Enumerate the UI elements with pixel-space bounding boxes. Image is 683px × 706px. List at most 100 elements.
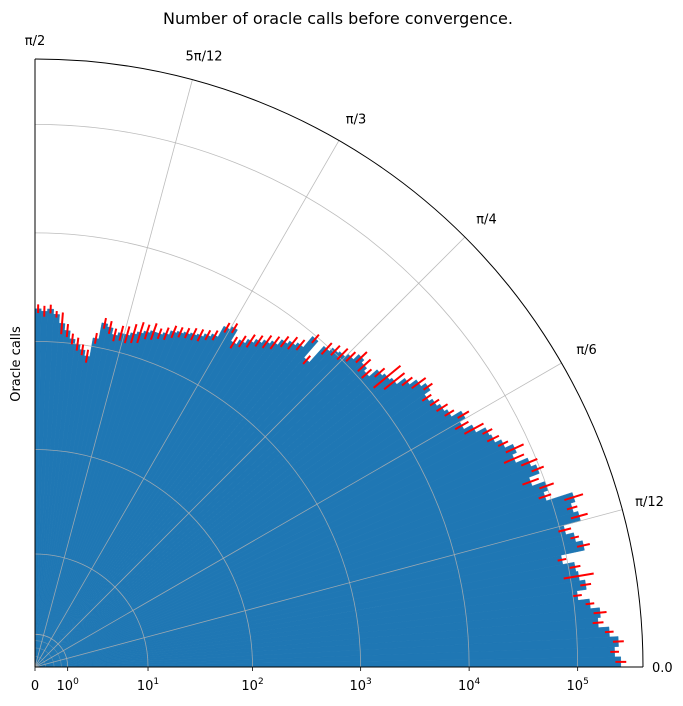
error-bar: [421, 393, 432, 402]
angular-gridline: [34, 79, 193, 668]
error-bar: [287, 336, 299, 350]
error-bar: [269, 336, 281, 350]
error-bar: [357, 358, 372, 372]
radial-tick-label: 103: [350, 677, 372, 694]
bars-group: [34, 308, 622, 668]
error-bar: [569, 564, 581, 569]
angular-gridline: [34, 362, 562, 668]
error-bar: [238, 335, 247, 348]
error-bar: [330, 345, 341, 356]
grid-group: [34, 79, 623, 668]
error-bar: [112, 328, 118, 342]
error-bar: [93, 332, 98, 344]
error-bar: [320, 342, 333, 355]
error-bar: [102, 317, 107, 329]
angular-tick-label: 0.0: [652, 661, 673, 676]
error-bar: [136, 321, 145, 344]
error-bar: [580, 582, 592, 587]
error-bar: [576, 543, 591, 548]
error-bar: [196, 329, 205, 342]
error-bar: [230, 322, 239, 334]
error-bar: [295, 339, 306, 351]
error-bar: [374, 367, 386, 378]
error-bar: [520, 458, 538, 467]
error-bar: [130, 323, 138, 344]
error-bar: [401, 376, 413, 387]
error-bar: [573, 594, 582, 598]
error-bar: [505, 443, 525, 454]
error-bar: [429, 398, 440, 407]
angular-tick-label: π/6: [576, 343, 596, 358]
error-bar: [70, 333, 74, 345]
error-bar: [211, 330, 219, 341]
error-bar: [604, 630, 614, 634]
radial-tick-label: 0: [31, 679, 39, 694]
error-bar: [336, 348, 349, 361]
error-bar: [361, 368, 373, 379]
error-bar: [156, 328, 163, 340]
error-bar: [177, 327, 184, 338]
radial-tick-label: 102: [241, 677, 263, 694]
error-bar: [118, 325, 125, 341]
error-bar: [457, 410, 470, 419]
error-bar: [183, 327, 191, 339]
error-bars-group: [37, 304, 627, 663]
error-bar: [482, 428, 493, 435]
error-bar: [454, 420, 469, 431]
error-bar: [279, 335, 290, 348]
error-bar: [411, 377, 427, 390]
error-bar: [261, 334, 273, 349]
error-bar: [302, 355, 312, 365]
angular-tick-label: π/3: [346, 112, 366, 127]
angular-gridline: [34, 140, 340, 668]
error-bar: [204, 329, 212, 341]
radial-tick-label: 104: [458, 677, 481, 694]
error-bar: [593, 610, 607, 615]
radial-tick-label: 101: [137, 677, 159, 694]
error-bar: [254, 335, 264, 348]
error-bar: [539, 482, 555, 490]
angular-tick-label: π/12: [635, 495, 664, 510]
error-bar: [60, 312, 64, 335]
error-bar: [557, 557, 567, 562]
angular-tick-label: π/2: [25, 34, 45, 49]
error-bar: [436, 403, 449, 413]
error-bar: [65, 323, 70, 338]
error-bar: [143, 324, 151, 340]
error-bar: [311, 333, 320, 344]
error-bar: [383, 372, 406, 391]
error-bar: [223, 322, 231, 333]
angular-tick-label: 5π/12: [186, 49, 223, 64]
error-bar: [170, 325, 178, 339]
error-bar: [463, 422, 484, 435]
error-bar: [497, 440, 509, 447]
outer-arc: [34, 58, 644, 668]
error-bar: [245, 334, 256, 348]
error-bar: [75, 337, 80, 351]
error-bar: [123, 326, 131, 344]
error-bar: [84, 349, 90, 363]
error-bar: [564, 493, 584, 502]
angular-gridline: [34, 509, 623, 668]
angular-gridline: [34, 236, 466, 668]
error-bar: [162, 327, 170, 341]
error-bar: [422, 382, 433, 391]
error-bar: [558, 527, 572, 533]
error-bar: [531, 465, 545, 473]
error-bar: [149, 323, 158, 341]
radial-tick-label: 105: [567, 677, 589, 694]
error-bar: [503, 453, 525, 464]
frame-group: [34, 58, 644, 671]
chart-title: Number of oracle calls before convergenc…: [163, 9, 513, 28]
error-bar: [570, 535, 580, 540]
error-bar: [563, 572, 594, 580]
error-bar: [355, 351, 368, 364]
error-bar: [486, 434, 500, 443]
error-bar: [592, 621, 604, 625]
error-bar: [80, 344, 85, 356]
angular-tick-label: π/4: [476, 213, 496, 228]
error-bar: [190, 327, 198, 341]
error-bar: [373, 364, 402, 389]
error-bar: [345, 351, 357, 362]
